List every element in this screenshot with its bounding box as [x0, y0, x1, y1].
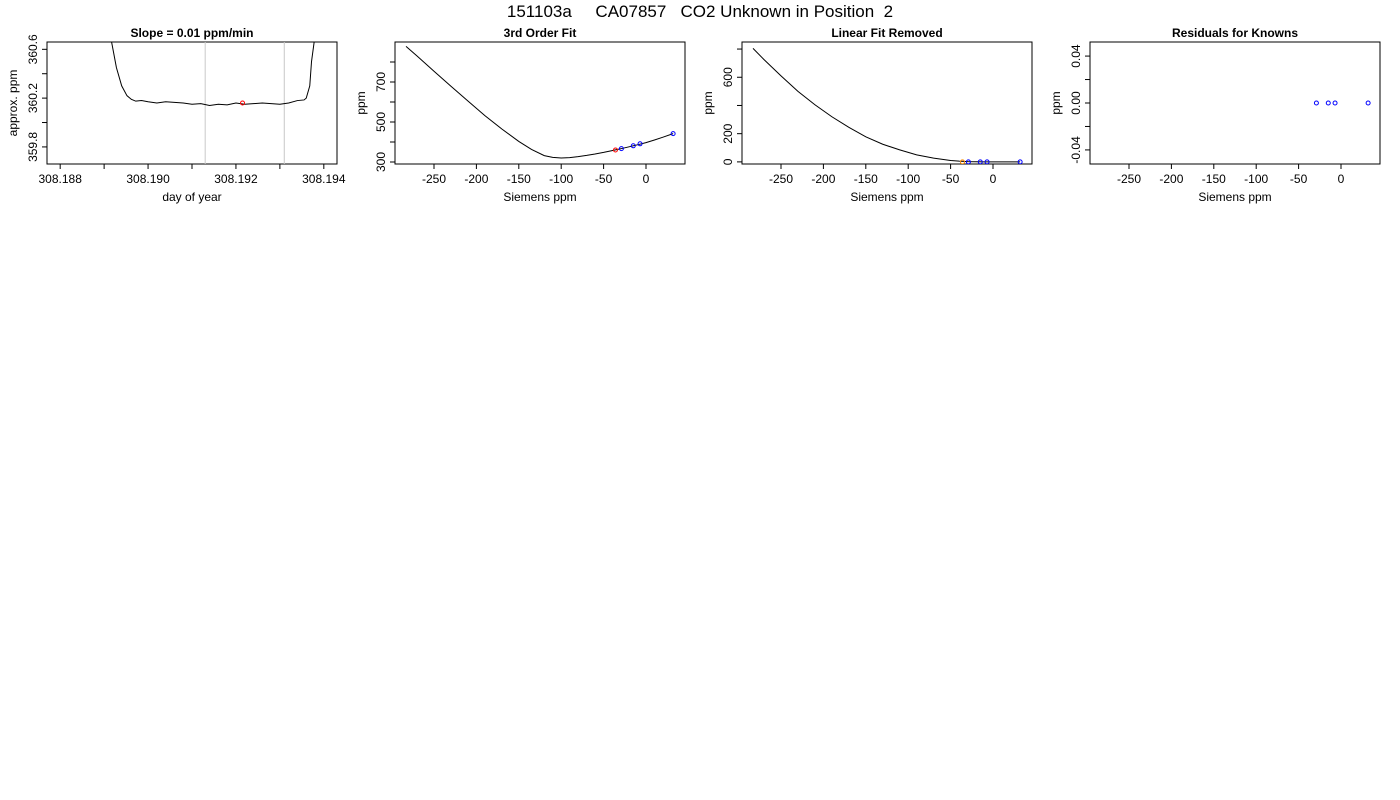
x-tick-label: 0: [1338, 172, 1345, 186]
x-tick-label: -50: [942, 172, 960, 186]
data-point: [959, 159, 965, 164]
y-axis-label: ppm: [354, 91, 368, 114]
data-point: [1313, 100, 1319, 106]
data-point: [965, 159, 971, 164]
data-point: [1332, 100, 1338, 106]
x-tick-label: -250: [769, 172, 793, 186]
series-line: [405, 46, 674, 159]
x-tick-label: -250: [1117, 172, 1141, 186]
x-axis-label: Siemens ppm: [1198, 190, 1271, 204]
x-tick-label: -50: [1290, 172, 1308, 186]
y-tick-label: 359.8: [26, 132, 40, 162]
plot-frame: [394, 41, 686, 165]
chart-title: Linear Fit Removed: [831, 26, 942, 40]
x-tick-label: -200: [464, 172, 488, 186]
plot-data: [111, 42, 315, 164]
plot-frame: [46, 41, 338, 165]
chart-title: Slope = 0.01 ppm/min: [130, 26, 253, 40]
chart-panel-4: Residuals for Knowns -250 -200 -150 -100 -50 0…: [1049, 26, 1381, 204]
y-axis-label: approx. ppm: [6, 70, 20, 137]
x-tick-label: -100: [549, 172, 573, 186]
y-axis-label: ppm: [1049, 91, 1063, 114]
x-axis-label: Siemens ppm: [503, 190, 576, 204]
plot-data: [752, 48, 1023, 164]
y-tick-label: -0.04: [1069, 136, 1083, 164]
series-line: [111, 42, 315, 106]
data-point: [1365, 100, 1371, 106]
x-tick-label: 308.192: [214, 172, 258, 186]
series-line: [752, 48, 1021, 163]
plot-frame: [1089, 41, 1381, 165]
x-tick-label: -200: [1159, 172, 1183, 186]
x-tick-label: -150: [854, 172, 878, 186]
data-point: [240, 100, 246, 106]
y-tick-label: 0.00: [1069, 91, 1083, 115]
chart-panel-3: Linear Fit Removed -250 -200 -150 -100 -50 0 0 2…: [701, 26, 1033, 204]
data-point: [612, 147, 618, 153]
page-title: 151103a CA07857 CO2 Unknown in Position …: [506, 2, 894, 21]
x-tick-label: -100: [896, 172, 920, 186]
x-tick-label: 308.194: [302, 172, 346, 186]
x-tick-label: 308.188: [38, 172, 82, 186]
y-tick-label: 360.6: [26, 34, 40, 64]
data-point: [618, 146, 624, 152]
x-axis-label: day of year: [162, 190, 221, 204]
x-tick-label: 0: [643, 172, 650, 186]
x-tick-label: -150: [507, 172, 531, 186]
y-tick-label: 0.04: [1069, 44, 1083, 68]
data-point: [1017, 159, 1023, 164]
y-tick-label: 700: [374, 72, 388, 92]
data-point: [630, 143, 636, 149]
y-tick-label: 600: [721, 67, 735, 87]
x-tick-label: -250: [422, 172, 446, 186]
chart-title: Residuals for Knowns: [1172, 26, 1298, 40]
chart-panel-2: 3rd Order Fit -250 -200 -150 -100 -50 0 300 500 7…: [354, 26, 686, 204]
x-tick-label: -100: [1244, 172, 1268, 186]
plot-data: [1313, 100, 1371, 106]
y-tick-label: 200: [721, 123, 735, 143]
data-point: [977, 159, 983, 164]
plot-frame: [741, 41, 1033, 165]
x-tick-label: -150: [1202, 172, 1226, 186]
chart-panel-1: Slope = 0.01 ppm/min 308.188 308.190 308.19…: [6, 26, 346, 204]
y-tick-label: 300: [374, 152, 388, 172]
x-axis-label: Siemens ppm: [850, 190, 923, 204]
y-tick-label: 0: [721, 158, 735, 165]
data-point: [637, 141, 643, 147]
x-tick-label: 308.190: [126, 172, 170, 186]
y-tick-label: 500: [374, 112, 388, 132]
data-point: [670, 131, 676, 137]
x-tick-label: 0: [990, 172, 997, 186]
data-point: [984, 159, 990, 164]
chart-title: 3rd Order Fit: [504, 26, 577, 40]
x-tick-label: -50: [595, 172, 613, 186]
y-tick-label: 360.2: [26, 83, 40, 113]
plot-data: [405, 46, 676, 159]
x-tick-label: -200: [811, 172, 835, 186]
data-point: [1325, 100, 1331, 106]
y-axis-label: ppm: [701, 91, 715, 114]
